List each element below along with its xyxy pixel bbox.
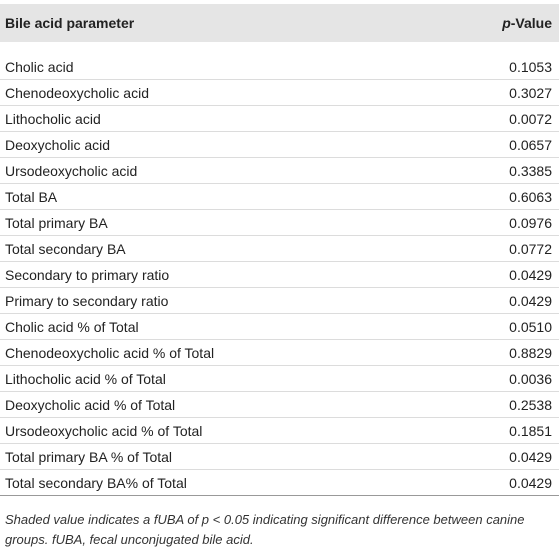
pvalue-cell: 0.6063	[435, 183, 559, 210]
parameter-cell: Cholic acid % of Total	[0, 313, 436, 340]
table-row: Ursodeoxycholic acid % of Total 0.1851	[0, 417, 559, 444]
table-row: Total primary BA 0.0976	[0, 209, 559, 236]
header-text: -Value	[510, 15, 552, 31]
table-row: Cholic acid 0.1053	[0, 54, 559, 80]
table-row: Total secondary BA 0.0772	[0, 235, 559, 262]
pvalue-cell: 0.8829	[435, 339, 559, 366]
pvalue-cell: 0.0772	[435, 235, 559, 262]
table-body: Cholic acid 0.1053 Chenodeoxycholic acid 0.…	[0, 42, 559, 496]
table-row: Secondary to primary ratio 0.0429	[0, 261, 559, 288]
parameter-cell: Total BA	[0, 183, 436, 210]
pvalue-cell: 0.1053	[435, 54, 559, 80]
parameter-cell: Ursodeoxycholic acid % of Total	[0, 417, 436, 444]
pvalue-cell: 0.0072	[435, 105, 559, 132]
pvalue-cell: 0.2538	[435, 391, 559, 418]
parameter-cell: Secondary to primary ratio	[0, 261, 436, 288]
table-row: Total BA 0.6063	[0, 183, 559, 210]
parameter-cell: Chenodeoxycholic acid % of Total	[0, 339, 436, 366]
pvalue-cell: 0.0976	[435, 209, 559, 236]
data-table: Bile acid parameter p-Value Cholic acid 0…	[0, 4, 559, 496]
parameter-cell: Deoxycholic acid % of Total	[0, 391, 436, 418]
parameter-cell: Total secondary BA	[0, 235, 436, 262]
pvalue-cell: 0.0510	[435, 313, 559, 340]
pvalue-cell: 0.0429	[435, 261, 559, 288]
parameter-cell: Chenodeoxycholic acid	[0, 79, 436, 106]
table-row: Chenodeoxycholic acid % of Total 0.8829	[0, 339, 559, 366]
table-row: Total primary BA % of Total 0.0429	[0, 443, 559, 470]
parameter-cell: Total secondary BA% of Total	[0, 469, 436, 496]
parameter-cell: Total primary BA % of Total	[0, 443, 436, 470]
parameter-cell: Deoxycholic acid	[0, 131, 436, 158]
parameter-cell: Lithocholic acid	[0, 105, 436, 132]
table-row: Deoxycholic acid 0.0657	[0, 131, 559, 158]
pvalue-cell: 0.1851	[435, 417, 559, 444]
spacer	[0, 42, 559, 54]
header-cell: Bile acid parameter	[0, 4, 436, 42]
footnote: Shaded value indicates a fUBA of p < 0.0…	[5, 512, 525, 547]
header-cell: p-Value	[435, 4, 559, 42]
header-italic: p	[502, 15, 511, 31]
table-row: Lithocholic acid 0.0072	[0, 105, 559, 132]
table-row: Ursodeoxycholic acid 0.3385	[0, 157, 559, 184]
table-row: Deoxycholic acid % of Total 0.2538	[0, 391, 559, 418]
parameter-cell: Ursodeoxycholic acid	[0, 157, 436, 184]
table-row: Primary to secondary ratio 0.0429	[0, 287, 559, 314]
table-row: Chenodeoxycholic acid 0.3027	[0, 79, 559, 106]
header-row: Bile acid parameter p-Value	[0, 4, 559, 42]
pvalue-cell: 0.0657	[435, 131, 559, 158]
table-row: Total secondary BA% of Total 0.0429	[0, 469, 559, 496]
parameter-cell: Lithocholic acid % of Total	[0, 365, 436, 392]
pvalue-cell: 0.0429	[435, 287, 559, 314]
pvalue-cell: 0.0429	[435, 469, 559, 496]
parameter-cell: Cholic acid	[0, 54, 436, 80]
table-row: Lithocholic acid % of Total 0.0036	[0, 365, 559, 392]
pvalue-cell: 0.3385	[435, 157, 559, 184]
parameter-cell: Primary to secondary ratio	[0, 287, 436, 314]
pvalue-cell: 0.0429	[435, 443, 559, 470]
table-row: Cholic acid % of Total 0.0510	[0, 313, 559, 340]
parameter-cell: Total primary BA	[0, 209, 436, 236]
pvalue-cell: 0.0036	[435, 365, 559, 392]
pvalue-cell: 0.3027	[435, 79, 559, 106]
